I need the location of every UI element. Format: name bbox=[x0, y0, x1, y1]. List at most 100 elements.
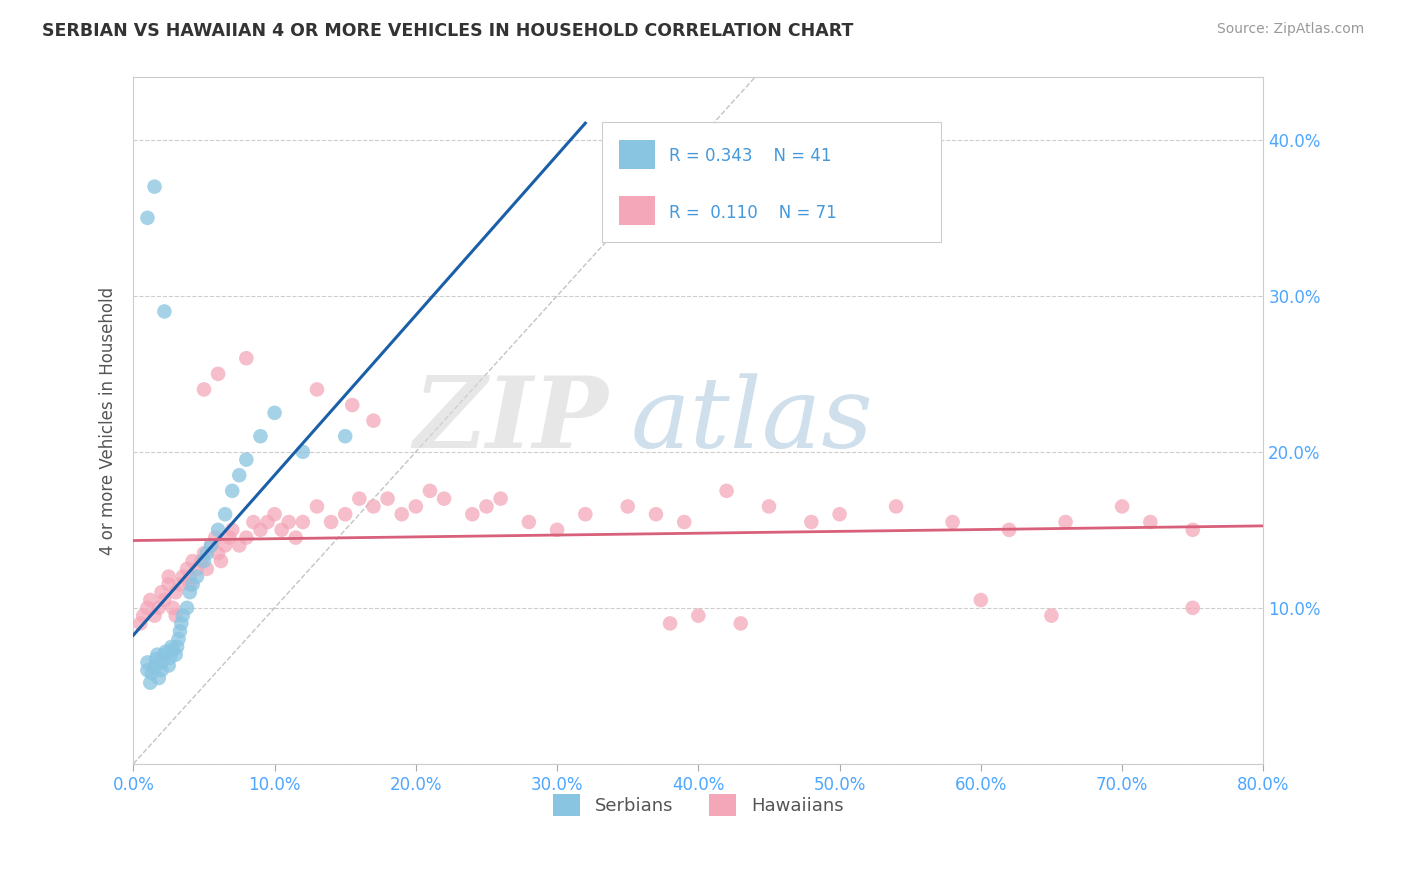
Point bbox=[190, 554, 212, 568]
Point bbox=[942, 515, 965, 529]
Point bbox=[305, 500, 328, 514]
Point bbox=[305, 383, 328, 397]
Point bbox=[335, 429, 357, 443]
Point bbox=[363, 414, 385, 428]
Point bbox=[828, 507, 851, 521]
Point bbox=[165, 608, 187, 623]
Point bbox=[150, 656, 173, 670]
Point bbox=[249, 523, 271, 537]
Point bbox=[546, 523, 568, 537]
Point bbox=[165, 648, 187, 662]
Point bbox=[673, 515, 696, 529]
Point bbox=[235, 351, 257, 366]
Point bbox=[193, 554, 215, 568]
Point bbox=[249, 429, 271, 443]
Point bbox=[172, 608, 194, 623]
Y-axis label: 4 or more Vehicles in Household: 4 or more Vehicles in Household bbox=[100, 286, 117, 555]
Point bbox=[1111, 500, 1133, 514]
Point bbox=[136, 663, 159, 677]
Point bbox=[129, 616, 152, 631]
Point bbox=[195, 562, 218, 576]
Point bbox=[218, 531, 240, 545]
Point bbox=[1054, 515, 1077, 529]
Point bbox=[645, 507, 668, 521]
Point bbox=[160, 640, 183, 654]
Point bbox=[377, 491, 399, 506]
Point bbox=[419, 483, 441, 498]
Point bbox=[433, 491, 456, 506]
Point bbox=[181, 577, 204, 591]
Point bbox=[165, 585, 187, 599]
Point bbox=[349, 491, 371, 506]
Text: atlas: atlas bbox=[630, 373, 873, 468]
Point bbox=[179, 585, 201, 599]
Point bbox=[139, 675, 162, 690]
Point bbox=[169, 624, 191, 639]
Text: SERBIAN VS HAWAIIAN 4 OR MORE VEHICLES IN HOUSEHOLD CORRELATION CHART: SERBIAN VS HAWAIIAN 4 OR MORE VEHICLES I… bbox=[42, 22, 853, 40]
Point bbox=[181, 554, 204, 568]
Point bbox=[166, 640, 188, 654]
Point bbox=[214, 538, 236, 552]
Point bbox=[170, 616, 193, 631]
Point bbox=[136, 656, 159, 670]
Point bbox=[136, 211, 159, 225]
Point bbox=[263, 507, 285, 521]
Point bbox=[214, 507, 236, 521]
Point bbox=[143, 608, 166, 623]
Point bbox=[139, 593, 162, 607]
Point bbox=[221, 523, 243, 537]
Point bbox=[150, 663, 173, 677]
Point bbox=[143, 179, 166, 194]
Point bbox=[204, 531, 226, 545]
Point bbox=[193, 383, 215, 397]
Point bbox=[162, 600, 184, 615]
Point bbox=[284, 531, 307, 545]
Text: Source: ZipAtlas.com: Source: ZipAtlas.com bbox=[1216, 22, 1364, 37]
Point bbox=[157, 577, 180, 591]
Point bbox=[200, 538, 222, 552]
Point bbox=[150, 585, 173, 599]
Point bbox=[998, 523, 1021, 537]
Point bbox=[758, 500, 780, 514]
Text: ZIP: ZIP bbox=[413, 372, 607, 469]
Point bbox=[688, 608, 710, 623]
Point bbox=[884, 500, 907, 514]
Point bbox=[132, 608, 155, 623]
Point bbox=[179, 577, 201, 591]
Point bbox=[256, 515, 278, 529]
Point bbox=[730, 616, 752, 631]
Point bbox=[391, 507, 413, 521]
Point bbox=[207, 546, 229, 560]
Point bbox=[159, 650, 181, 665]
Point bbox=[195, 546, 218, 560]
Point bbox=[221, 483, 243, 498]
Point bbox=[207, 367, 229, 381]
Point bbox=[146, 648, 169, 662]
Point bbox=[207, 523, 229, 537]
Point bbox=[277, 515, 299, 529]
Point bbox=[145, 652, 167, 666]
Point bbox=[186, 562, 208, 576]
Point bbox=[153, 304, 176, 318]
Point bbox=[153, 648, 176, 662]
Point bbox=[291, 445, 314, 459]
Point bbox=[157, 569, 180, 583]
FancyBboxPatch shape bbox=[619, 196, 655, 225]
Text: R =  0.110    N = 71: R = 0.110 N = 71 bbox=[669, 203, 837, 221]
Point bbox=[157, 658, 180, 673]
Point bbox=[179, 569, 201, 583]
Point bbox=[176, 562, 198, 576]
Point bbox=[659, 616, 682, 631]
Point bbox=[1181, 523, 1204, 537]
Point bbox=[716, 483, 738, 498]
Point bbox=[200, 538, 222, 552]
Point bbox=[235, 452, 257, 467]
Point bbox=[1040, 608, 1063, 623]
Point bbox=[136, 600, 159, 615]
Point bbox=[235, 531, 257, 545]
Point bbox=[1139, 515, 1161, 529]
Point bbox=[141, 666, 163, 681]
Point bbox=[517, 515, 540, 529]
FancyBboxPatch shape bbox=[619, 140, 655, 169]
Text: R = 0.343    N = 41: R = 0.343 N = 41 bbox=[669, 147, 831, 165]
